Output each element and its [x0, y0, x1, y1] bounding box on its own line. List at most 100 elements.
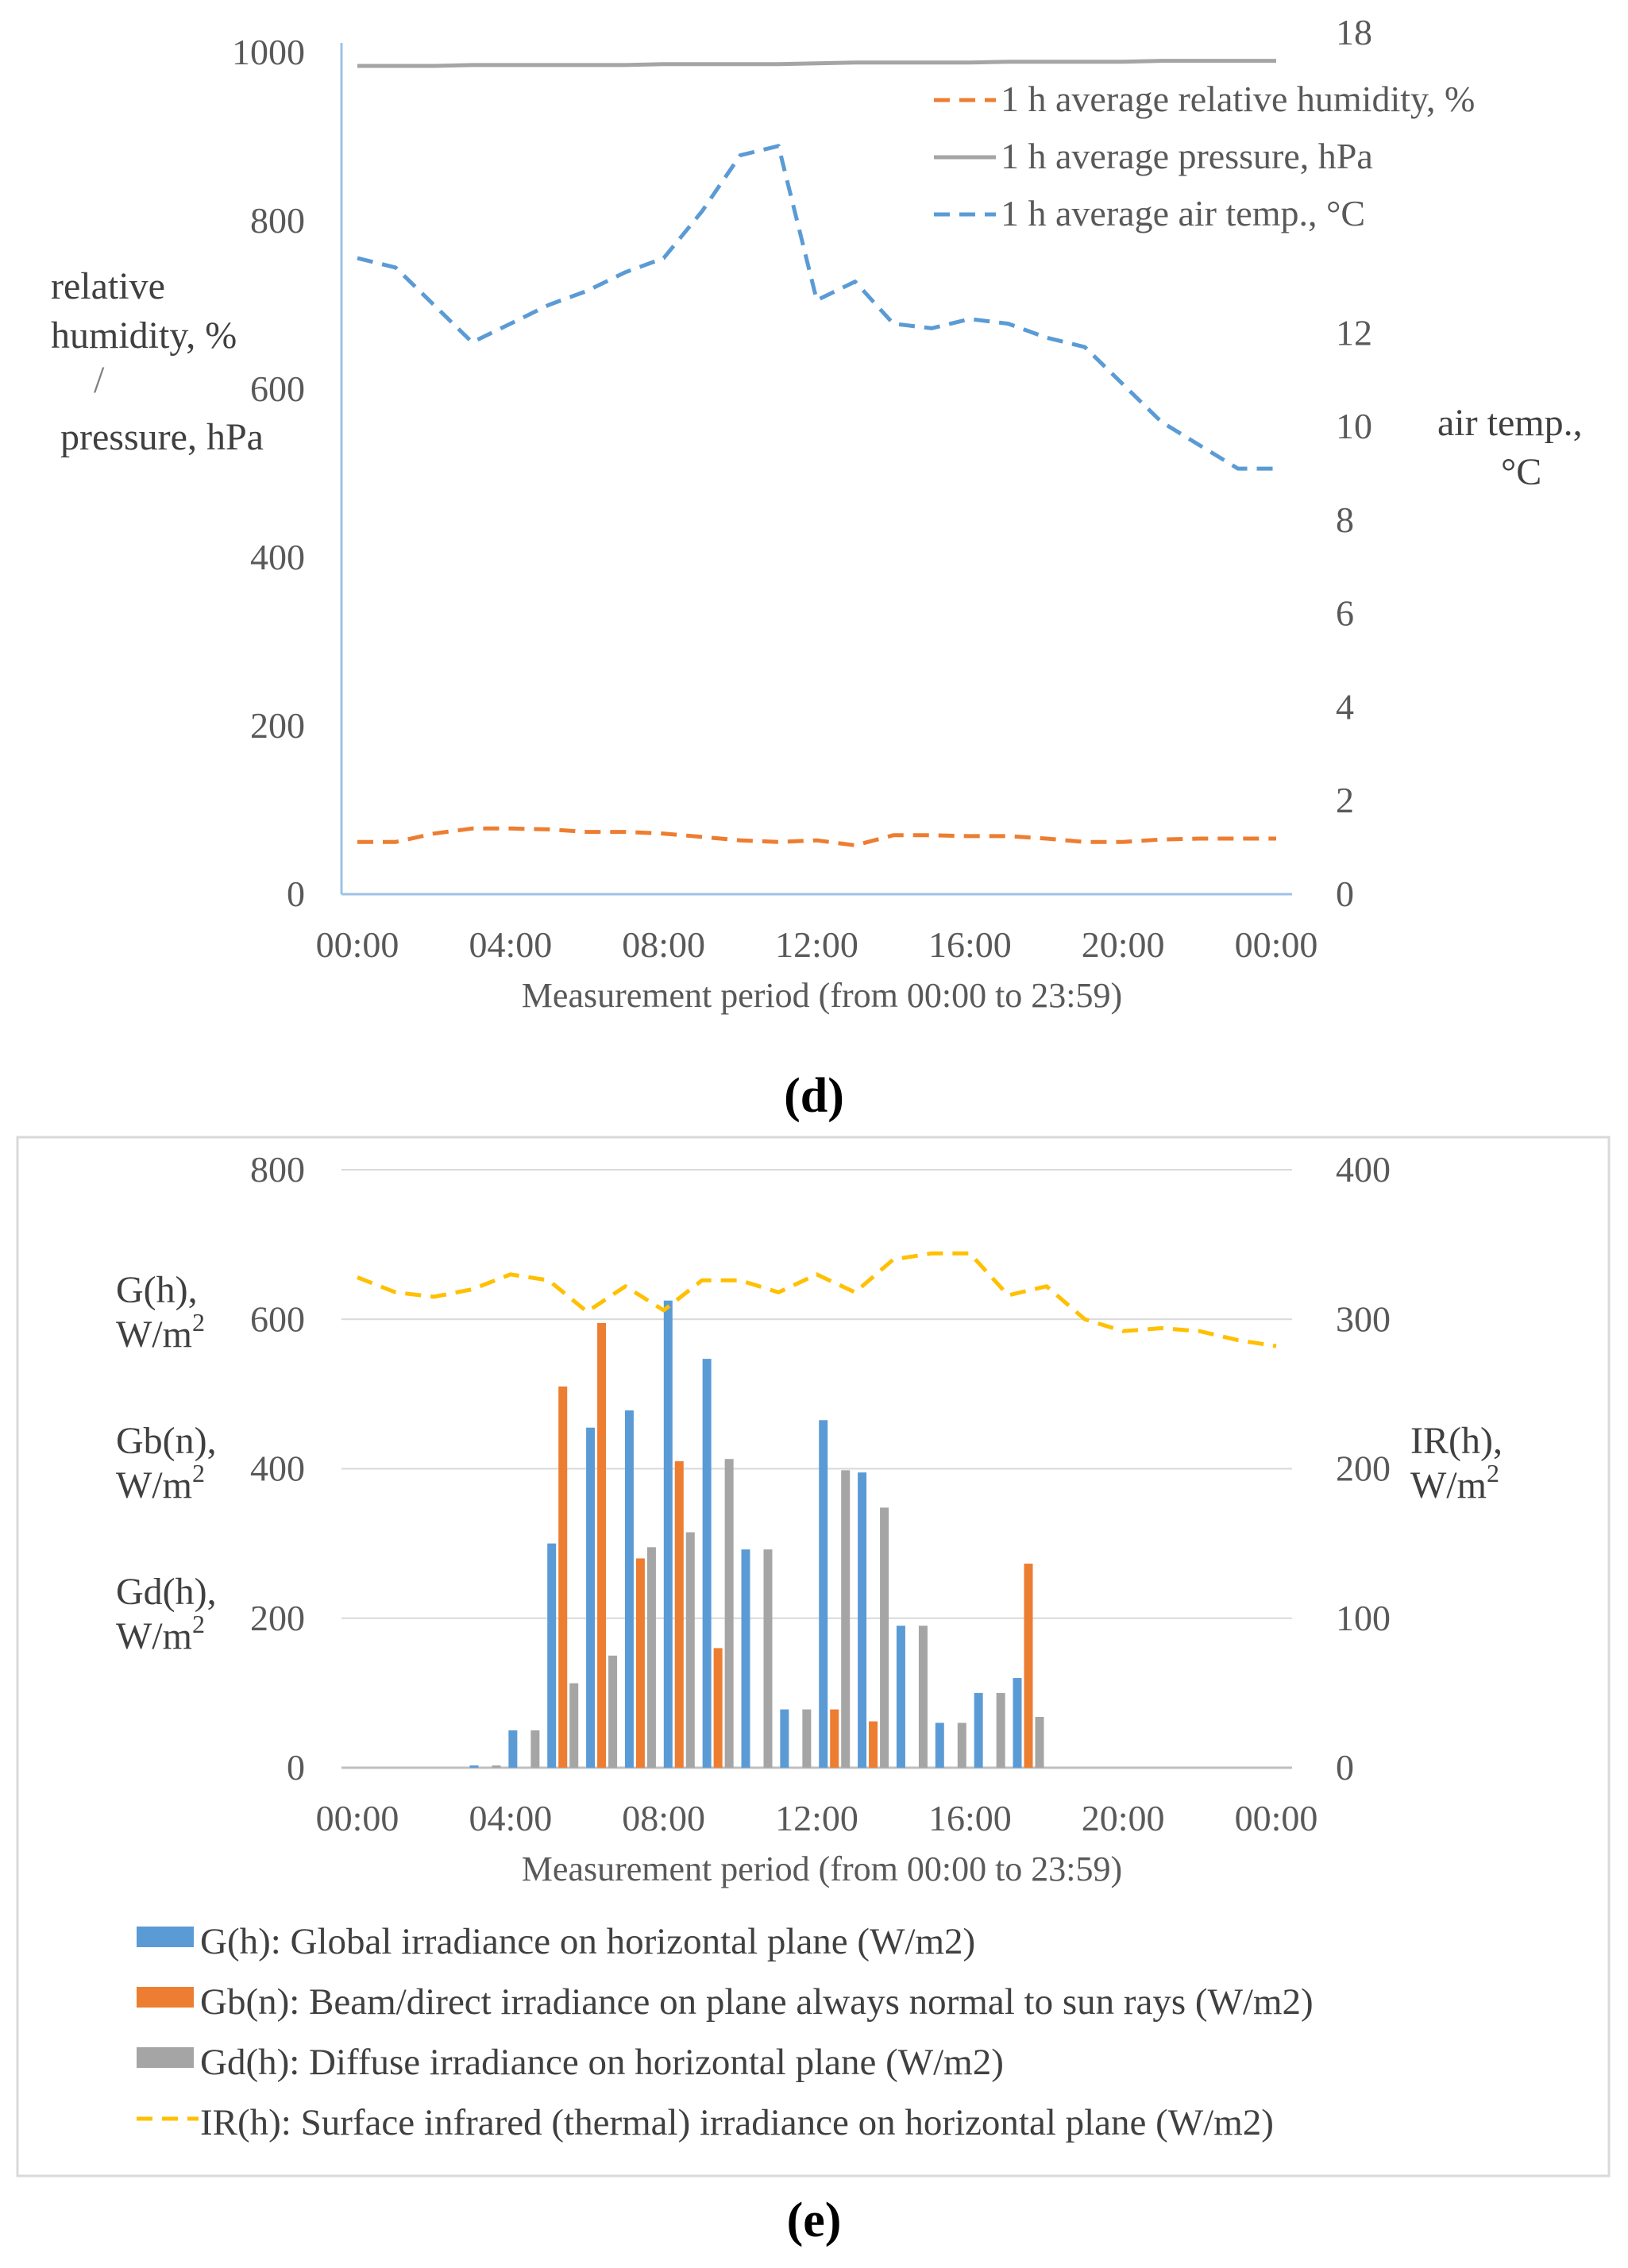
chart-e-ir-polyline: [357, 1251, 1277, 1348]
chart-e-right-tick-label: 400: [1336, 1149, 1391, 1190]
chart-e-xlabel: Measurement period (from 00:00 to 23:59): [522, 1850, 1122, 1888]
chart-e-bar: [624, 1410, 634, 1768]
chart-e-ylabel-gd-unit: W/m2: [116, 1610, 205, 1657]
chart-d-left-tick-label: 800: [250, 200, 305, 241]
chart-e-right-ylabel: IR(h), W/m2: [1410, 1420, 1503, 1506]
chart-d-left-tick-label: 600: [250, 368, 305, 409]
chart-e-ylabel-g: G(h),: [116, 1269, 198, 1311]
chart-e-x-tick-label: 12:00: [775, 1798, 858, 1838]
unit-sup: 2: [192, 1610, 205, 1638]
chart-e-left-tick-label: 400: [250, 1448, 305, 1489]
chart-e-left-y-axis: 0 200 400 600 800: [250, 1149, 305, 1788]
chart-e-bars: [469, 1300, 1044, 1768]
chart-e-bar: [802, 1709, 812, 1768]
chart-d-x-axis: 00:00 04:00 08:00 12:00 16:00 20:00 00:00: [316, 924, 1318, 965]
chart-d-left-ylabel: relative humidity, % / pressure, hPa: [51, 265, 264, 458]
chart-e-ylabel-ir-unit: W/m2: [1410, 1459, 1499, 1506]
chart-d-x-tick-label: 04:00: [469, 924, 552, 965]
unit-sup: 2: [1487, 1459, 1499, 1487]
chart-e-bar: [597, 1322, 607, 1768]
chart-e-bar: [685, 1532, 695, 1768]
chart-e-right-y-axis: 0 100 200 300 400: [1336, 1149, 1391, 1788]
chart-e-legend-label: Gb(n): Beam/direct irradiance on plane a…: [200, 1981, 1314, 2023]
chart-d-subtitle: (d): [784, 1069, 844, 1123]
chart-d-x-tick-label: 12:00: [775, 924, 858, 965]
unit-sup: 2: [192, 1459, 205, 1487]
chart-e-x-tick-label: 08:00: [622, 1798, 705, 1838]
chart-d-right-y-axis: 0 2 4 6 8 10 12 18: [1336, 12, 1372, 914]
chart-d-series-line: [357, 826, 1276, 847]
chart-d-x-tick-label: 20:00: [1082, 924, 1165, 965]
chart-e-bar: [858, 1472, 867, 1768]
chart-e-bar: [469, 1765, 479, 1768]
chart-d-right-tick-label: 8: [1336, 499, 1354, 540]
chart-d-x-tick-label: 08:00: [622, 924, 705, 965]
chart-e-bar: [869, 1721, 878, 1768]
chart-d-right-tick-label: 10: [1336, 406, 1372, 446]
chart-e-x-tick-label: 16:00: [928, 1798, 1012, 1838]
unit-text: W/m: [116, 1615, 192, 1657]
chart-e-ylabel-gd: Gd(h),: [116, 1571, 217, 1613]
chart-d-right-tick-label: 12: [1336, 312, 1372, 353]
chart-e-bar: [957, 1722, 966, 1768]
chart-e-bar: [724, 1459, 734, 1768]
chart-e-frame: [16, 1136, 1611, 2177]
chart-e-bar: [819, 1420, 828, 1768]
chart-e-bar: [974, 1692, 983, 1768]
chart-e-bar: [492, 1765, 501, 1768]
chart-d-right-ylabel: air temp., °C: [1437, 402, 1583, 493]
chart-e-bar: [780, 1709, 789, 1768]
chart-e-bar: [996, 1692, 1005, 1768]
chart-e-ylabel-ir: IR(h),: [1410, 1420, 1503, 1462]
chart-d-series: [357, 59, 1277, 847]
chart-d-ylabel-line: /: [94, 359, 105, 401]
chart-e-bar: [530, 1730, 540, 1768]
chart-d-legend-label: 1 h average air temp., °C: [1001, 193, 1365, 233]
chart-d-legend-label: 1 h average relative humidity, %: [1001, 79, 1475, 119]
chart-d-left-tick-label: 200: [250, 705, 305, 746]
chart-e-subtitle: (e): [787, 2193, 842, 2247]
unit-text: W/m: [116, 1313, 192, 1356]
unit-text: W/m: [1410, 1464, 1487, 1506]
chart-d-right-ylabel-line: air temp.,: [1437, 402, 1583, 444]
chart-d-left-y-axis: 0 200 400 600 800 1000: [232, 32, 305, 914]
chart-e-right-tick-label: 100: [1336, 1598, 1391, 1638]
chart-e-bar: [918, 1626, 928, 1768]
chart-e-legend-label: G(h): Global irradiance on horizontal pl…: [200, 1921, 975, 1962]
chart-e-ylabel-gb-unit: W/m2: [116, 1459, 205, 1506]
chart-e-bar: [635, 1558, 645, 1768]
chart-e-bar: [586, 1427, 596, 1768]
chart-d-x-tick-label: 16:00: [928, 924, 1012, 965]
chart-e-left-tick-label: 200: [250, 1598, 305, 1638]
chart-e-bar: [569, 1683, 579, 1768]
unit-text: W/m: [116, 1464, 192, 1506]
chart-d-legend: 1 h average relative humidity, % 1 h aver…: [934, 79, 1475, 233]
chart-e-right-tick-label: 300: [1336, 1298, 1391, 1339]
chart-e-legend-label: IR(h): Surface infrared (thermal) irradi…: [200, 2102, 1274, 2143]
chart-e: 0 200 400 600 800 0 100 200 300 400 00:00 04:00 08…: [16, 1136, 1611, 2247]
chart-e-left-tick-label: 600: [250, 1298, 305, 1339]
chart-e-left-ylabel: G(h), W/m2 Gb(n), W/m2 Gd(h), W/m2: [116, 1269, 217, 1657]
chart-e-left-tick-label: 800: [250, 1149, 305, 1190]
chart-e-legend-swatch: [137, 2047, 194, 2068]
chart-e-bar: [896, 1626, 905, 1768]
chart-e-bar: [558, 1386, 568, 1768]
chart-d-right-tick-label: 18: [1336, 12, 1372, 52]
chart-d-plot-area: [340, 43, 1292, 896]
chart-d-right-tick-label: 6: [1336, 593, 1354, 634]
chart-d-left-tick-label: 400: [250, 537, 305, 577]
chart-e-ylabel-gb: Gb(n),: [116, 1420, 217, 1462]
chart-e-legend-swatch: [137, 1927, 194, 1947]
chart-d-series-line: [357, 59, 1276, 68]
chart-d-ylabel-line: humidity, %: [51, 314, 237, 357]
chart-e-bar: [663, 1300, 673, 1768]
chart-e-bar: [547, 1543, 557, 1768]
chart-e-x-tick-label: 00:00: [316, 1798, 399, 1838]
chart-d: 0 200 400 600 800 1000 0 2 4 6 8 10 12 18 00:00 04:00…: [51, 12, 1583, 1123]
chart-e-bar: [830, 1709, 839, 1768]
chart-d-right-tick-label: 0: [1336, 874, 1354, 914]
chart-d-ylabel-line: pressure, hPa: [60, 416, 264, 458]
chart-e-bar: [1013, 1678, 1022, 1768]
chart-d-left-tick-label: 1000: [232, 32, 305, 72]
chart-e-x-axis: 00:00 04:00 08:00 12:00 16:00 20:00 00:00: [316, 1798, 1318, 1838]
